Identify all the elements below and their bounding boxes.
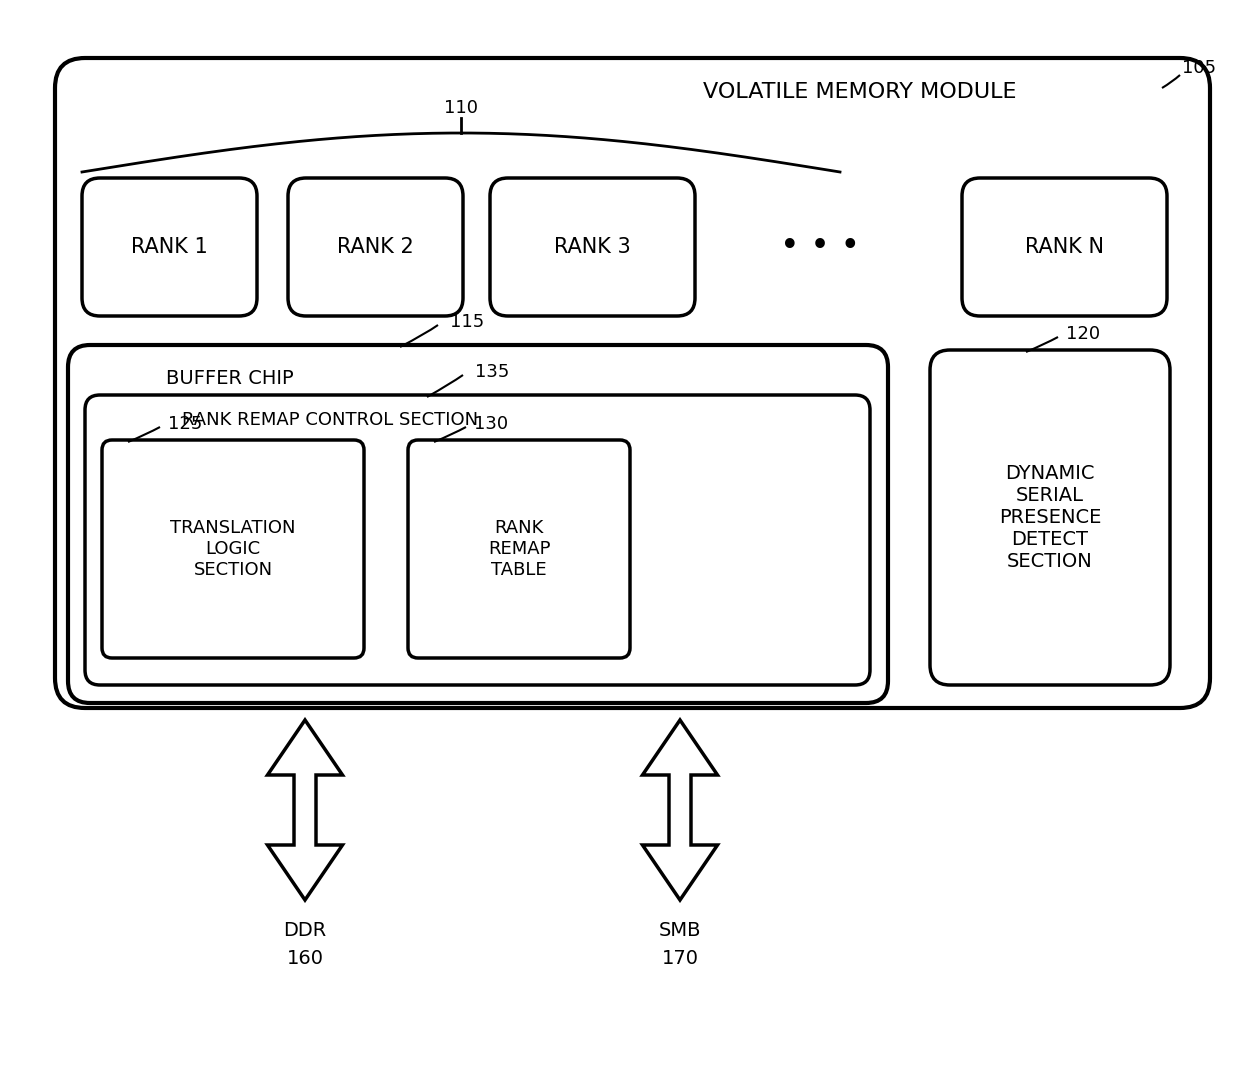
Text: RANK 1: RANK 1 <box>131 237 208 258</box>
Text: RANK N: RANK N <box>1025 237 1104 258</box>
FancyBboxPatch shape <box>490 178 694 317</box>
FancyBboxPatch shape <box>408 440 630 658</box>
Text: 170: 170 <box>661 949 698 968</box>
Text: 120: 120 <box>1066 325 1100 343</box>
Text: RANK 3: RANK 3 <box>554 237 631 258</box>
Text: BUFFER CHIP: BUFFER CHIP <box>166 368 294 387</box>
Text: VOLATILE MEMORY MODULE: VOLATILE MEMORY MODULE <box>703 82 1017 102</box>
FancyBboxPatch shape <box>55 58 1210 708</box>
Text: 105: 105 <box>1182 59 1216 77</box>
Text: RANK 2: RANK 2 <box>337 237 414 258</box>
Text: 110: 110 <box>444 99 477 117</box>
Text: 135: 135 <box>475 363 510 381</box>
FancyBboxPatch shape <box>962 178 1167 317</box>
Text: DDR: DDR <box>284 921 326 940</box>
FancyBboxPatch shape <box>82 178 257 317</box>
Text: SMB: SMB <box>658 921 702 940</box>
Text: TRANSLATION
LOGIC
SECTION: TRANSLATION LOGIC SECTION <box>170 519 296 578</box>
FancyBboxPatch shape <box>68 346 888 703</box>
Polygon shape <box>268 720 342 900</box>
FancyBboxPatch shape <box>86 395 870 685</box>
FancyBboxPatch shape <box>102 440 365 658</box>
Text: 125: 125 <box>167 415 202 433</box>
Text: • • •: • • • <box>780 231 861 264</box>
FancyBboxPatch shape <box>288 178 463 317</box>
Text: 160: 160 <box>286 949 324 968</box>
FancyBboxPatch shape <box>930 350 1171 685</box>
Polygon shape <box>642 720 718 900</box>
Text: DYNAMIC
SERIAL
PRESENCE
DETECT
SECTION: DYNAMIC SERIAL PRESENCE DETECT SECTION <box>998 464 1101 571</box>
Text: RANK
REMAP
TABLE: RANK REMAP TABLE <box>487 519 551 578</box>
Text: RANK REMAP CONTROL SECTION: RANK REMAP CONTROL SECTION <box>182 411 479 429</box>
Text: 130: 130 <box>474 415 508 433</box>
Text: 115: 115 <box>450 313 485 330</box>
